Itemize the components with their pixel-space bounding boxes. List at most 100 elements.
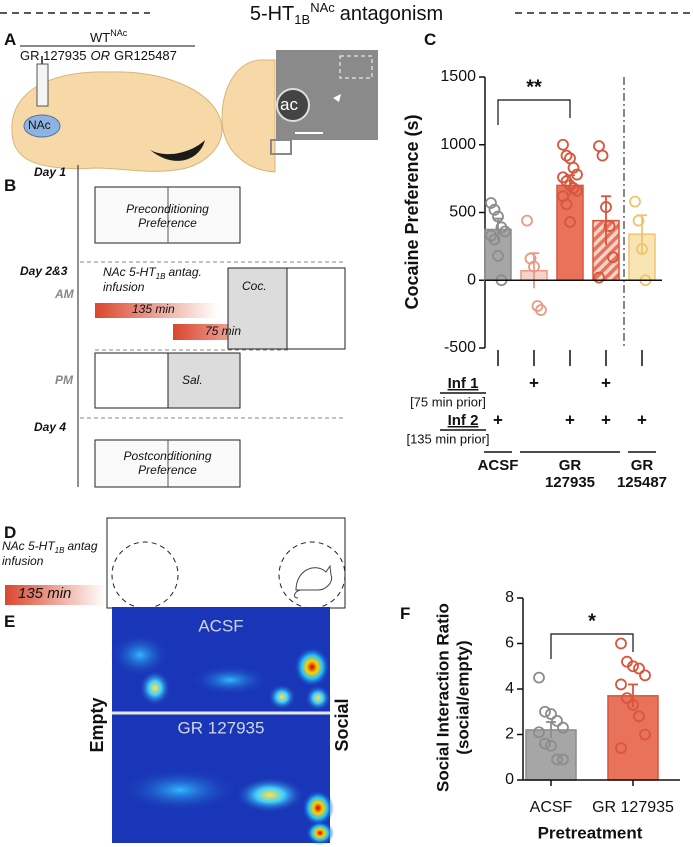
infusion-text: NAc 5-HT	[2, 539, 55, 553]
x-tick-label: ACSF	[530, 799, 573, 816]
design-mark: +	[493, 410, 503, 429]
title-rest: antagonism	[339, 3, 444, 25]
data-point	[639, 728, 651, 741]
infusion-sub: 1B	[155, 272, 166, 281]
nac-region	[23, 114, 61, 138]
data-point	[492, 249, 504, 262]
data-point	[567, 161, 580, 174]
data-point	[636, 243, 648, 255]
data-point	[557, 138, 569, 151]
heat-blob	[268, 684, 296, 710]
data-point	[571, 184, 583, 197]
data-point	[629, 195, 641, 208]
significance-bracket	[550, 633, 634, 659]
session-label: Sal.	[182, 373, 203, 387]
arena	[106, 517, 346, 609]
header-title: 5-HT1BNAc antagonism	[0, 0, 693, 28]
panel-label: F	[400, 604, 411, 623]
design-row-note: [75 min prior]	[410, 394, 486, 409]
data-point	[615, 637, 627, 650]
data-point	[615, 678, 627, 691]
y-tick-label: 2	[505, 726, 514, 743]
genotype-base: WT	[90, 30, 111, 45]
design-row-note: [135 min prior]	[406, 431, 489, 446]
infusion-bar	[95, 303, 218, 318]
data-point	[593, 271, 605, 284]
heat-blob	[120, 768, 240, 812]
heat-blob	[294, 647, 330, 687]
brain-coronal	[221, 59, 276, 173]
cannula	[36, 63, 49, 107]
data-point	[560, 198, 573, 211]
commissure	[276, 88, 310, 122]
design-mark: +	[565, 410, 575, 429]
inset-box	[339, 55, 373, 79]
design-mark: +	[637, 410, 647, 429]
data-point	[535, 304, 547, 316]
drug: GR125487	[114, 48, 177, 63]
data-point	[488, 203, 501, 216]
y-axis-label: Social Interaction Ratio (social/empty)	[433, 603, 472, 793]
group-label: GR 127935	[544, 457, 596, 492]
social-cup	[278, 541, 346, 609]
region-label: NAc	[28, 118, 51, 132]
heat-blob	[302, 790, 334, 826]
y-tick-label: 6	[505, 635, 514, 652]
genotype-sup: NAc	[110, 28, 128, 38]
y-tick-label: 1500	[440, 68, 476, 85]
data-point	[521, 214, 533, 227]
heat-blob	[110, 633, 170, 677]
session-label: Preconditioning Preference	[126, 202, 209, 230]
data-point	[545, 739, 557, 752]
data-point	[557, 753, 569, 766]
phase-label: PM	[55, 373, 73, 387]
x-axis-label: Pretreatment	[538, 823, 643, 842]
bar	[525, 729, 577, 781]
data-point	[499, 225, 511, 238]
heat-blob	[190, 665, 270, 695]
day-label: Day 2&3	[20, 264, 68, 278]
bar	[607, 695, 659, 781]
empty-cup	[111, 541, 179, 609]
data-point	[615, 742, 627, 755]
data-point	[571, 168, 583, 181]
y-tick-label: -500	[444, 339, 476, 356]
data-point	[633, 662, 645, 675]
data-point	[551, 714, 563, 727]
y-axis-label: Cocaine Preference (s)	[402, 114, 422, 309]
data-point	[627, 660, 639, 673]
panel-label: C	[424, 30, 437, 49]
data-point	[633, 710, 645, 723]
day-label: Day 1	[34, 165, 67, 179]
data-point	[564, 216, 576, 228]
group-label: ACSF	[477, 457, 519, 474]
panel-label: D	[4, 523, 17, 542]
data-point	[533, 671, 545, 684]
data-point	[603, 220, 616, 232]
design-mark: +	[601, 410, 611, 429]
design-row-name: Inf 1	[448, 375, 479, 392]
cerebellum-mark	[150, 140, 205, 161]
data-point	[533, 726, 545, 739]
panel-label: B	[4, 176, 17, 195]
session-label: Postconditioning Preference	[123, 449, 212, 477]
infusion-text: NAc 5-HT	[103, 265, 156, 279]
data-point	[621, 692, 633, 704]
data-point	[627, 699, 639, 711]
saline-side	[167, 352, 241, 409]
infusion-label: NAc 5-HT1B antag. infusion	[103, 265, 228, 295]
title-sup: NAc	[310, 0, 335, 15]
data-point	[639, 669, 651, 682]
data-point	[539, 737, 551, 750]
title-base: 5-HT	[249, 3, 295, 25]
data-point	[545, 708, 557, 720]
y-tick-label: 4	[505, 680, 514, 697]
heat-blob	[235, 777, 305, 813]
data-point	[551, 753, 563, 766]
y-tick-label: 0	[467, 271, 476, 288]
drugs: GR 127935 OR GR125487	[20, 48, 177, 64]
infusion-sub: 1B	[54, 546, 65, 555]
significance-label: *	[588, 610, 596, 632]
